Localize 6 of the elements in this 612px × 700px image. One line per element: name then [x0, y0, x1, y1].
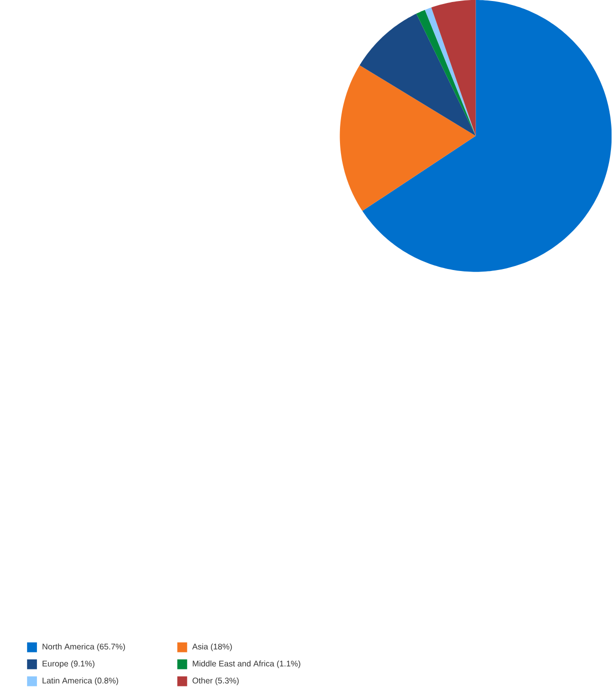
legend-label: Europe (9.1%): [42, 660, 95, 668]
legend-label: Middle East and Africa (1.1%): [193, 660, 300, 668]
legend-label: Latin America (0.8%): [42, 677, 118, 686]
legend-label: Asia (18%): [192, 643, 232, 652]
legend-label: Other (5.3%): [192, 677, 239, 686]
legend-label: North America (65.7%): [42, 643, 126, 652]
